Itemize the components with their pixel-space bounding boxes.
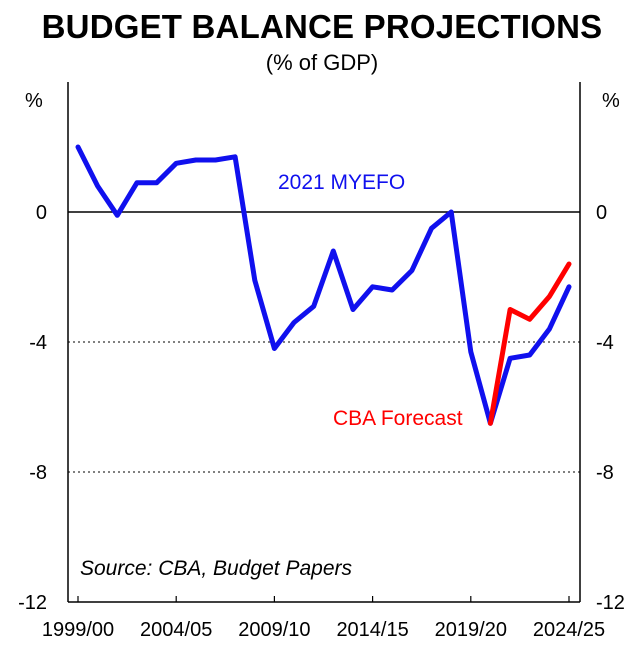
y-tick-label-left: -12	[18, 592, 47, 614]
series-line-cba-forecast	[487, 261, 572, 426]
y-unit-right: %	[602, 90, 620, 112]
y-tick-labels-right: 0 -4 -8 -12	[596, 202, 625, 614]
x-tick-label: 2014/15	[336, 619, 408, 641]
y-tick-label-right: -8	[596, 462, 614, 484]
label-2021-myefo: 2021 MYEFO	[278, 171, 405, 194]
chart-subtitle: (% of GDP)	[265, 50, 379, 75]
y-tick-label-left: -4	[29, 332, 47, 354]
x-ticks	[77, 596, 570, 602]
y-tick-label-left: -8	[29, 462, 47, 484]
label-cba-forecast: CBA Forecast	[333, 407, 463, 430]
y-tick-label-right: -12	[596, 592, 625, 614]
y-tick-label-right: 0	[596, 202, 607, 224]
y-tick-labels-left: 0 -4 -8 -12	[18, 202, 47, 614]
x-tick-label: 2024/25	[533, 619, 605, 641]
x-tick-label: 2019/20	[435, 619, 507, 641]
series-line-myefo	[75, 144, 572, 426]
x-tick-labels: 1999/00 2004/05 2009/10 2014/15 2019/20 2024/…	[42, 619, 605, 641]
gridlines	[68, 211, 580, 473]
chart-title: BUDGET BALANCE PROJECTIONS	[41, 8, 603, 45]
x-tick-label: 2004/05	[140, 619, 212, 641]
source-note: Source: CBA, Budget Papers	[80, 557, 352, 580]
y-tick-label-right: -4	[596, 332, 614, 354]
x-tick-label: 1999/00	[42, 619, 114, 641]
y-tick-label-left: 0	[36, 202, 47, 224]
x-tick-label: 2009/10	[238, 619, 310, 641]
y-unit-left: %	[25, 90, 43, 112]
